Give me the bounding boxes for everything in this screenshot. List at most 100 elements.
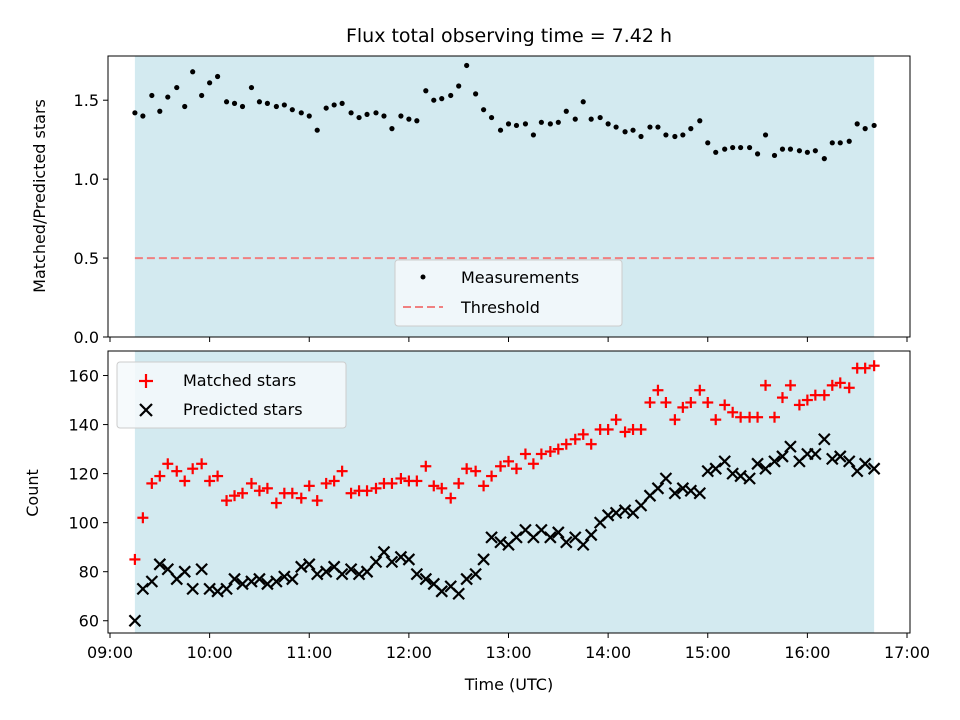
predicted-star-point bbox=[161, 562, 175, 576]
measurement-point bbox=[555, 119, 561, 125]
measurement-point bbox=[414, 118, 420, 124]
matched-star-point bbox=[818, 389, 830, 401]
matched-star-point bbox=[727, 406, 739, 418]
matched-stars-points bbox=[129, 360, 880, 565]
predicted-star-point bbox=[818, 433, 831, 446]
matched-star-point bbox=[719, 399, 731, 411]
predicted-star-point bbox=[743, 472, 756, 485]
measurement-point bbox=[264, 100, 271, 106]
top-panel: 0.0 0.5 1.0 1.5 Matched/Predicted stars Mea… bbox=[30, 55, 911, 347]
measurement-point bbox=[231, 100, 238, 106]
predicted-star-point bbox=[842, 455, 856, 468]
predicted-star-point bbox=[319, 565, 333, 578]
matched-star-point bbox=[478, 480, 490, 492]
measurement-point bbox=[837, 140, 843, 146]
matched-star-point bbox=[461, 463, 473, 475]
top-legend: Measurements Threshold bbox=[394, 259, 623, 327]
bottom-x-ticks: 09:00 10:00 11:00 12:00 13:00 14:00 15:00 16:00… bbox=[87, 633, 930, 662]
measurement-point bbox=[373, 110, 379, 116]
matched-star-point bbox=[826, 379, 838, 391]
bottom-y-tick-label: 140 bbox=[68, 416, 99, 435]
matched-star-point bbox=[129, 553, 141, 565]
measurement-point bbox=[754, 151, 761, 157]
matched-star-point bbox=[320, 477, 332, 489]
predicted-star-point bbox=[203, 582, 216, 596]
predicted-star-point bbox=[560, 535, 573, 549]
legend-predicted-marker bbox=[139, 403, 153, 417]
predicted-star-point bbox=[751, 457, 764, 471]
predicted-star-point bbox=[477, 553, 490, 566]
predicted-star-point bbox=[302, 558, 316, 571]
predicted-star-point bbox=[286, 572, 299, 586]
matched-star-point bbox=[445, 492, 457, 504]
measurement-point bbox=[854, 121, 860, 127]
matched-star-point bbox=[644, 396, 656, 408]
matched-star-point bbox=[221, 495, 233, 507]
matched-star-point bbox=[535, 448, 547, 460]
matched-star-point bbox=[386, 477, 398, 489]
matched-star-point bbox=[420, 460, 432, 472]
predicted-star-point bbox=[460, 572, 473, 586]
matched-star-point bbox=[801, 394, 813, 406]
predicted-star-point bbox=[485, 531, 498, 544]
bottom-y-ticks: 60 80 100 120 140 160 bbox=[68, 367, 108, 631]
predicted-star-point bbox=[344, 562, 358, 576]
matched-star-point bbox=[652, 384, 664, 396]
predicted-star-point bbox=[510, 531, 523, 544]
matched-star-point bbox=[328, 475, 340, 487]
predicted-star-point bbox=[618, 504, 632, 517]
measurement-point bbox=[256, 99, 263, 105]
measurement-point bbox=[796, 148, 803, 154]
matched-star-point bbox=[395, 473, 407, 485]
predicted-star-point bbox=[668, 486, 682, 500]
predicted-star-point bbox=[693, 486, 707, 500]
predicted-star-point bbox=[136, 582, 150, 596]
top-y-tick-label: 1.5 bbox=[74, 91, 99, 110]
bottom-y-tick-label: 60 bbox=[79, 612, 99, 631]
predicted-star-point bbox=[734, 469, 747, 483]
matched-star-point bbox=[428, 480, 440, 492]
measurement-point bbox=[522, 121, 529, 127]
measurement-point bbox=[638, 133, 644, 140]
matched-star-point bbox=[760, 379, 772, 391]
matched-star-point bbox=[303, 480, 315, 492]
matched-star-point bbox=[560, 438, 572, 450]
bottom-y-axis-title: Count bbox=[23, 469, 42, 517]
measurement-point bbox=[697, 118, 703, 124]
predicted-star-point bbox=[718, 455, 731, 468]
bottom-y-tick-label: 100 bbox=[68, 514, 99, 533]
measurement-point bbox=[663, 132, 669, 138]
predicted-star-point bbox=[552, 526, 565, 539]
measurement-point bbox=[199, 92, 205, 99]
predicted-stars-points bbox=[128, 433, 881, 628]
predicted-star-point bbox=[809, 447, 822, 461]
predicted-star-point bbox=[335, 567, 349, 581]
measurement-point bbox=[563, 108, 569, 114]
measurement-point bbox=[306, 113, 312, 119]
top-y-tick-label: 0.5 bbox=[74, 249, 99, 268]
measurement-point bbox=[787, 146, 794, 152]
predicted-star-point bbox=[826, 452, 839, 466]
measurement-point bbox=[214, 73, 221, 80]
measurement-point bbox=[439, 96, 445, 102]
predicted-star-point bbox=[178, 565, 191, 578]
measurement-point bbox=[488, 114, 495, 121]
legend-matched-label: Matched stars bbox=[183, 371, 296, 390]
predicted-star-point bbox=[776, 450, 789, 463]
measurement-point bbox=[588, 116, 594, 122]
predicted-star-point bbox=[867, 462, 881, 475]
measurement-point bbox=[323, 105, 329, 111]
matched-star-point bbox=[619, 426, 631, 438]
measurement-point bbox=[871, 122, 877, 129]
measurement-point bbox=[530, 132, 537, 138]
matched-star-point bbox=[171, 465, 183, 477]
measurement-point bbox=[149, 92, 155, 99]
measurement-point bbox=[747, 144, 753, 151]
matched-star-point bbox=[179, 475, 191, 487]
matched-star-point bbox=[519, 448, 531, 460]
measurement-point bbox=[281, 102, 287, 108]
predicted-star-point bbox=[352, 567, 366, 581]
measurement-point bbox=[572, 116, 578, 122]
predicted-star-point bbox=[584, 528, 598, 542]
predicted-star-point bbox=[784, 440, 797, 453]
